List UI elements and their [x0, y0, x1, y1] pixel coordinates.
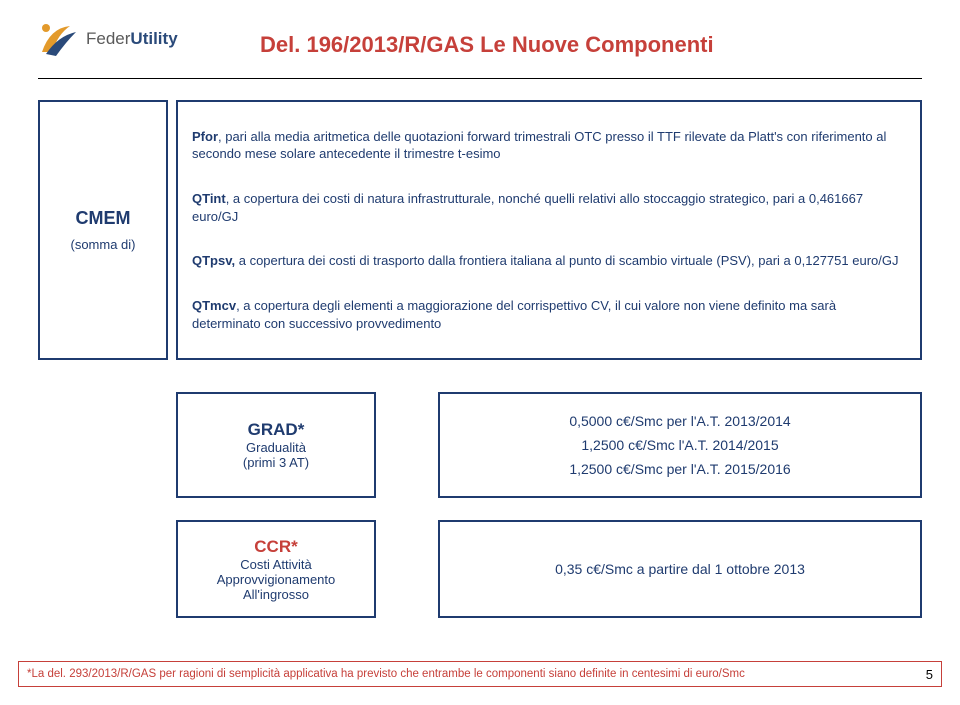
pfor-text: , pari alla media aritmetica delle quota… [192, 129, 886, 162]
cmem-content-box: Pfor, pari alla media aritmetica delle q… [176, 100, 922, 360]
page-title: Del. 196/2013/R/GAS Le Nuove Componenti [260, 32, 714, 58]
grad-content-box: 0,5000 c€/Smc per l'A.T. 2013/2014 1,250… [438, 392, 922, 498]
cmem-qtmcv: QTmcv, a copertura degli elementi a magg… [192, 297, 906, 332]
brand-logo: FederUtility [38, 18, 178, 60]
cmem-heading: CMEM [76, 208, 131, 229]
grad-line-2: 1,2500 c€/Smc l'A.T. 2014/2015 [581, 437, 778, 453]
header-rule [38, 78, 922, 79]
grad-label-box: GRAD* Gradualità (primi 3 AT) [176, 392, 376, 498]
grad-sub2: (primi 3 AT) [243, 455, 309, 470]
footer-note-box: *La del. 293/2013/R/GAS per ragioni di s… [18, 661, 942, 687]
qtint-key: QTint [192, 191, 226, 206]
qtmcv-key: QTmcv [192, 298, 236, 313]
qtpsv-text: a copertura dei costi di trasporto dalla… [235, 253, 898, 268]
footer-note: *La del. 293/2013/R/GAS per ragioni di s… [27, 668, 916, 680]
cmem-pfor: Pfor, pari alla media aritmetica delle q… [192, 128, 906, 163]
logo-text-right: Utility [130, 29, 177, 48]
page-number: 5 [926, 667, 933, 682]
cmem-qtint: QTint, a copertura dei costi di natura i… [192, 190, 906, 225]
logo-text: FederUtility [86, 29, 178, 49]
logo-text-left: Feder [86, 29, 130, 48]
cmem-label-box: CMEM (somma di) [38, 100, 168, 360]
pfor-key: Pfor [192, 129, 218, 144]
qtmcv-text: , a copertura degli elementi a maggioraz… [192, 298, 836, 331]
ccr-sub1: Costi Attività [240, 557, 312, 572]
cmem-sub: (somma di) [70, 237, 135, 252]
ccr-sub2: Approvvigionamento [217, 572, 336, 587]
grad-line-1: 0,5000 c€/Smc per l'A.T. 2013/2014 [569, 413, 790, 429]
ccr-line: 0,35 c€/Smc a partire dal 1 ottobre 2013 [555, 561, 805, 577]
ccr-content-box: 0,35 c€/Smc a partire dal 1 ottobre 2013 [438, 520, 922, 618]
grad-sub1: Gradualità [246, 440, 306, 455]
logo-mark-icon [38, 18, 80, 60]
qtint-text: , a copertura dei costi di natura infras… [192, 191, 863, 224]
ccr-sub3: All'ingrosso [243, 587, 309, 602]
ccr-heading: CCR* [254, 537, 297, 557]
cmem-qtpsv: QTpsv, a copertura dei costi di trasport… [192, 252, 906, 270]
grad-line-3: 1,2500 c€/Smc per l'A.T. 2015/2016 [569, 461, 790, 477]
qtpsv-key: QTpsv, [192, 253, 235, 268]
grad-heading: GRAD* [248, 420, 305, 440]
ccr-label-box: CCR* Costi Attività Approvvigionamento A… [176, 520, 376, 618]
